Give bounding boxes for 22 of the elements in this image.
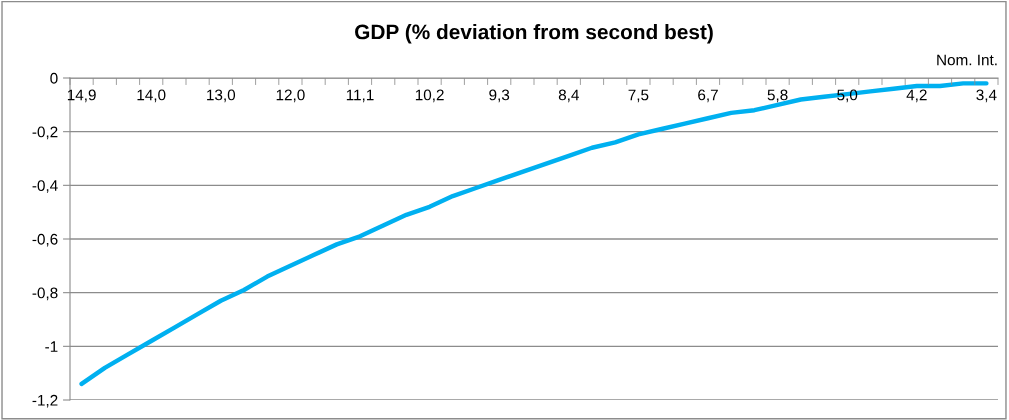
x-tick-label: 7,5 (628, 89, 649, 103)
x-axis-title: Nom. Int. (937, 54, 997, 66)
x-tick-label: 9,3 (489, 89, 510, 103)
y-tick-label: -0,6 (32, 233, 58, 247)
y-tick-label: -1,2 (32, 394, 58, 408)
x-tick-label: 14,0 (137, 89, 166, 103)
y-tick-label: -0,8 (32, 287, 58, 301)
y-tick-label: 0 (50, 72, 58, 84)
chart-title: GDP (% deviation from second best) (355, 24, 713, 44)
x-tick-label: 13,0 (207, 89, 236, 103)
x-tick-label: 14,9 (67, 89, 96, 103)
x-tick-label: 5,8 (767, 89, 788, 103)
x-tick-label: 3,4 (976, 89, 997, 103)
x-tick-label: 8,4 (558, 89, 579, 103)
x-tick-label: 4,2 (906, 89, 927, 103)
x-tick-label: 10,2 (415, 89, 444, 103)
y-tick-label: -0,2 (32, 126, 58, 140)
x-tick-label: 11,1 (346, 89, 374, 103)
y-tick-label: -0,4 (32, 180, 58, 193)
x-tick-label: 12,0 (276, 89, 305, 103)
y-tick-label: -1 (45, 341, 58, 352)
x-tick-label: 6,7 (698, 89, 718, 103)
